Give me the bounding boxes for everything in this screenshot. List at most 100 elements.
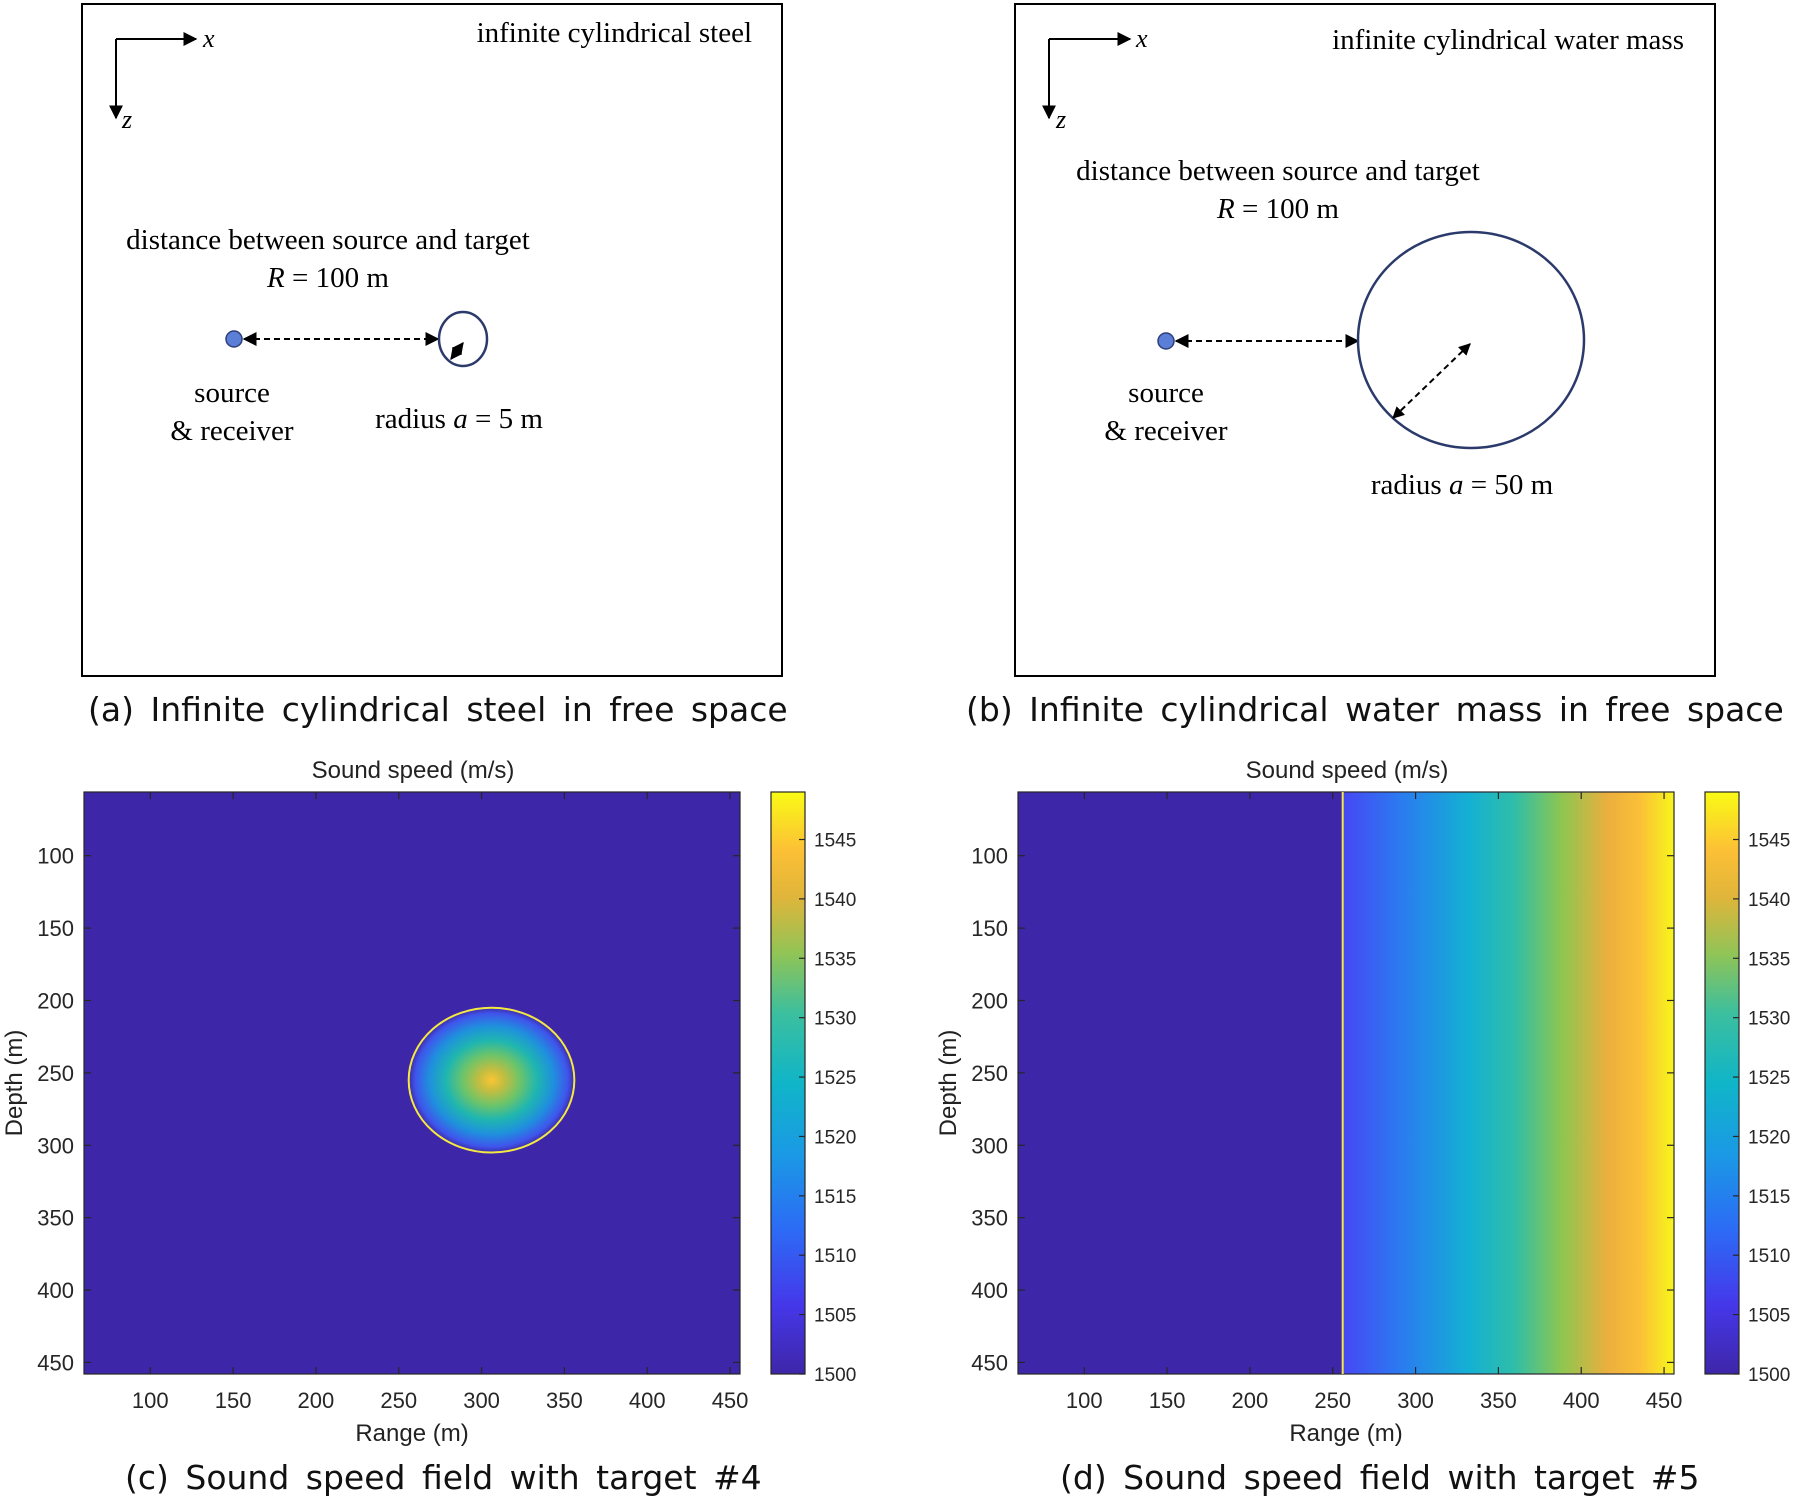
panel-d-y-axis-label: Depth (m)	[935, 1030, 962, 1137]
x-tick-label: 200	[298, 1388, 335, 1413]
x-tick-label: 250	[1314, 1388, 1351, 1413]
x-tick-label: 300	[463, 1388, 500, 1413]
y-tick-label: 100	[971, 844, 1008, 869]
panel-d-chart: Sound speed (m/s) 100 150 200 250 300 350 400 4…	[935, 757, 1790, 1447]
panel-b-box-label: infinite cylindrical water mass	[1332, 24, 1684, 56]
x-tick-label: 300	[1397, 1388, 1434, 1413]
colorbar-tick-label: 1525	[1748, 1068, 1790, 1089]
panel-c-colorbar	[770, 791, 806, 1375]
panel-c-chart-title: Sound speed (m/s)	[312, 757, 515, 784]
colorbar-tick-label: 1535	[814, 949, 856, 970]
colorbar-tick-label: 1540	[1748, 890, 1790, 911]
colorbar-tick-label: 1545	[814, 831, 856, 852]
y-tick-label: 250	[971, 1061, 1008, 1086]
x-tick-label: 400	[1563, 1388, 1600, 1413]
panel-c-chart: Sound speed (m/s) 100 150 200 250 300 350 400 4…	[1, 757, 856, 1447]
panel-a-box-label: infinite cylindrical steel	[477, 17, 752, 49]
panel-d-caption: (d) Sound speed field with target #5	[1060, 1458, 1700, 1497]
panel-d-gradient-field	[1342, 792, 1674, 1374]
y-tick-label: 350	[37, 1206, 74, 1231]
x-tick-label: 100	[1066, 1388, 1103, 1413]
panel-d-y-ticks: 100 150 200 250 300 350 400 450	[971, 844, 1674, 1375]
y-tick-label: 450	[37, 1350, 74, 1375]
panel-c-target-field	[408, 1007, 575, 1153]
panel-b-distance-value: R = 100 m	[1216, 193, 1339, 225]
panel-b-source-label-line1: source	[1128, 377, 1204, 409]
panel-c-caption: (c) Sound speed field with target #4	[125, 1458, 762, 1497]
colorbar-tick-label: 1530	[1748, 1009, 1790, 1030]
x-tick-label: 350	[1480, 1388, 1517, 1413]
panel-d-x-ticks: 100 150 200 250 300 350 400 450	[1066, 792, 1683, 1413]
colorbar-tick-label: 1520	[814, 1127, 856, 1148]
colorbar-tick-label: 1510	[814, 1246, 856, 1267]
x-tick-label: 400	[629, 1388, 666, 1413]
panel-b-source-label-line2: & receiver	[1104, 415, 1228, 447]
x-tick-label: 150	[1149, 1388, 1186, 1413]
panel-a-z-axis-label: z	[121, 105, 132, 134]
colorbar-tick-label: 1540	[814, 890, 856, 911]
colorbar-tick-label: 1500	[1748, 1365, 1790, 1386]
colorbar-tick-label: 1510	[1748, 1246, 1790, 1267]
x-tick-label: 200	[1232, 1388, 1269, 1413]
y-tick-label: 150	[37, 916, 74, 941]
panel-c-x-axis-label: Range (m)	[355, 1420, 468, 1447]
panel-a-radius-arrow	[450, 342, 464, 360]
panel-b-schematic: infinite cylindrical water mass x z dist…	[1014, 3, 1716, 677]
panel-a-frame	[81, 3, 783, 677]
panel-d-chart-title: Sound speed (m/s)	[1246, 757, 1449, 784]
panel-b-distance-label: distance between source and target	[1076, 155, 1480, 187]
colorbar-tick-label: 1505	[814, 1306, 856, 1327]
panel-b-radius-label: radius a = 50 m	[1371, 469, 1554, 501]
panel-b-frame	[1014, 3, 1716, 677]
panel-b-radius-arrow	[1392, 343, 1471, 419]
x-tick-label: 150	[215, 1388, 252, 1413]
panel-c-colorbar-ticks: 1500 1505 1510 1515 1520 1525 1530 1535 1540 1545	[799, 831, 856, 1386]
colorbar-tick-label: 1535	[1748, 949, 1790, 970]
colorbar-tick-label: 1545	[1748, 831, 1790, 852]
panel-a-caption: (a) Infinite cylindrical steel in free s…	[88, 690, 788, 729]
panel-b-caption: (b) Infinite cylindrical water mass in f…	[966, 690, 1784, 729]
panel-b-target-circle	[1356, 230, 1586, 450]
colorbar-tick-label: 1515	[814, 1187, 856, 1208]
panel-c-y-axis-label: Depth (m)	[1, 1030, 28, 1137]
panel-d-colorbar-ticks: 1500 1505 1510 1515 1520 1525 1530 1535 1540 1545	[1733, 831, 1790, 1386]
panel-a-source-dot	[225, 330, 243, 348]
colorbar-tick-label: 1530	[814, 1009, 856, 1030]
x-tick-label: 450	[712, 1388, 749, 1413]
colorbar-tick-label: 1520	[1748, 1127, 1790, 1148]
panel-a-distance-label: distance between source and target	[126, 224, 530, 256]
panel-c-target-outline	[407, 1006, 576, 1154]
x-tick-label: 250	[380, 1388, 417, 1413]
y-tick-label: 200	[971, 988, 1008, 1013]
panel-c-y-ticks: 100 150 200 250 300 350 400 450	[37, 844, 740, 1375]
panel-b-x-axis-label: x	[1135, 24, 1148, 53]
colorbar-tick-label: 1505	[1748, 1306, 1790, 1327]
colorbar-tick-label: 1500	[814, 1365, 856, 1386]
y-tick-label: 100	[37, 844, 74, 869]
x-tick-label: 100	[132, 1388, 169, 1413]
panel-a-radius-label: radius a = 5 m	[375, 403, 543, 435]
y-tick-label: 300	[37, 1133, 74, 1158]
y-tick-label: 350	[971, 1206, 1008, 1231]
panel-a-source-label-line2: & receiver	[170, 415, 294, 447]
x-tick-label: 450	[1646, 1388, 1683, 1413]
x-tick-label: 350	[546, 1388, 583, 1413]
panel-b-z-axis-label: z	[1055, 105, 1066, 134]
panel-d-x-axis-label: Range (m)	[1289, 1420, 1402, 1447]
y-tick-label: 150	[971, 916, 1008, 941]
colorbar-tick-label: 1515	[1748, 1187, 1790, 1208]
panel-a-target-circle	[437, 310, 489, 368]
y-tick-label: 450	[971, 1350, 1008, 1375]
y-tick-label: 400	[971, 1278, 1008, 1303]
y-tick-label: 300	[971, 1133, 1008, 1158]
panel-b-source-dot	[1157, 332, 1175, 350]
panel-a-distance-value: R = 100 m	[266, 262, 389, 294]
panel-a-source-label-line1: source	[194, 377, 270, 409]
panel-c-x-ticks: 100 150 200 250 300 350 400 450	[132, 792, 749, 1413]
y-tick-label: 200	[37, 988, 74, 1013]
y-tick-label: 400	[37, 1278, 74, 1303]
y-tick-label: 250	[37, 1061, 74, 1086]
panel-a-schematic: infinite cylindrical steel x z distance …	[81, 3, 783, 677]
panel-d-colorbar	[1704, 791, 1740, 1375]
